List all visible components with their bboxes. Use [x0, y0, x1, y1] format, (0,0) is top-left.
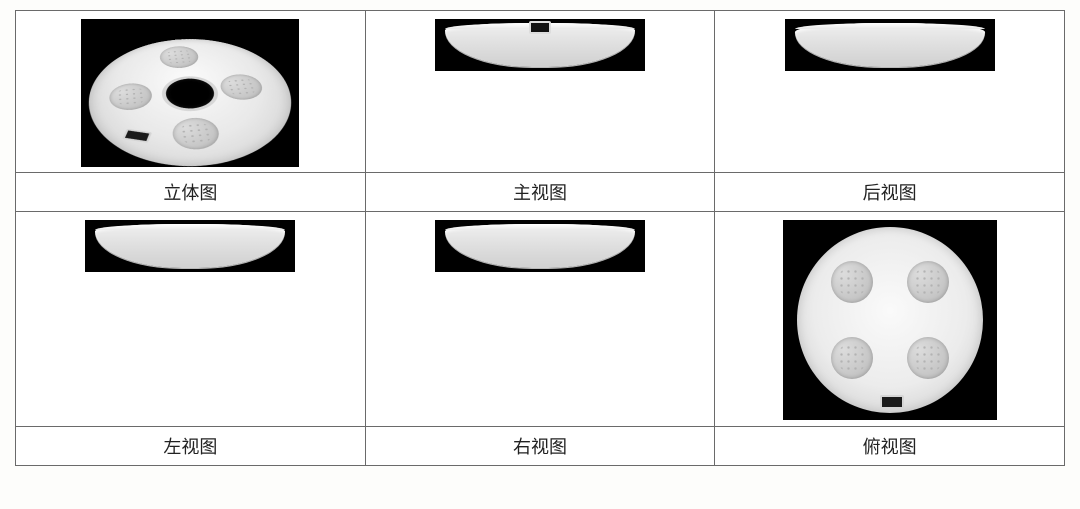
label-top: 俯视图 — [715, 427, 1065, 466]
photo-left — [85, 220, 295, 272]
thumb-left — [85, 220, 295, 272]
cell-front — [365, 11, 715, 173]
table-row: 立体图 主视图 后视图 — [16, 173, 1065, 212]
foot-pad-icon — [159, 45, 202, 70]
foot-pad-icon — [218, 73, 267, 102]
photo-rear — [785, 19, 995, 71]
device-front — [445, 23, 635, 67]
table-row — [16, 11, 1065, 173]
top-edge — [95, 224, 285, 230]
foot-pad-icon — [171, 116, 223, 152]
table-row: 左视图 右视图 俯视图 — [16, 427, 1065, 466]
top-edge — [795, 23, 985, 29]
label-rear: 后视图 — [715, 173, 1065, 212]
device-right — [445, 224, 635, 268]
photo-right — [435, 220, 645, 272]
device-left — [95, 224, 285, 268]
device-top — [797, 227, 983, 413]
cell-3d — [16, 11, 366, 173]
cell-right — [365, 212, 715, 427]
label-right: 右视图 — [365, 427, 715, 466]
center-hole — [164, 77, 218, 111]
port-icon — [880, 395, 904, 409]
label-3d: 立体图 — [16, 173, 366, 212]
port-icon — [529, 21, 551, 34]
thumb-top — [783, 220, 997, 420]
foot-pad-icon — [907, 261, 949, 303]
port-icon — [122, 129, 152, 143]
foot-pad-icon — [831, 261, 873, 303]
table-row — [16, 212, 1065, 427]
foot-pad-icon — [109, 82, 154, 112]
views-table: 立体图 主视图 后视图 — [15, 10, 1065, 466]
foot-pad-icon — [831, 337, 873, 379]
thumb-front — [435, 19, 645, 71]
photo-3d — [81, 19, 299, 167]
photo-front — [435, 19, 645, 71]
cell-top — [715, 212, 1065, 427]
thumb-3d — [81, 19, 299, 167]
cell-left — [16, 212, 366, 427]
foot-pad-icon — [907, 337, 949, 379]
photo-top — [783, 220, 997, 420]
cell-rear — [715, 11, 1065, 173]
top-edge — [445, 224, 635, 230]
thumb-right — [435, 220, 645, 272]
device-3d — [88, 33, 300, 167]
label-front: 主视图 — [365, 173, 715, 212]
device-rear — [795, 23, 985, 67]
thumb-rear — [785, 19, 995, 71]
label-left: 左视图 — [16, 427, 366, 466]
